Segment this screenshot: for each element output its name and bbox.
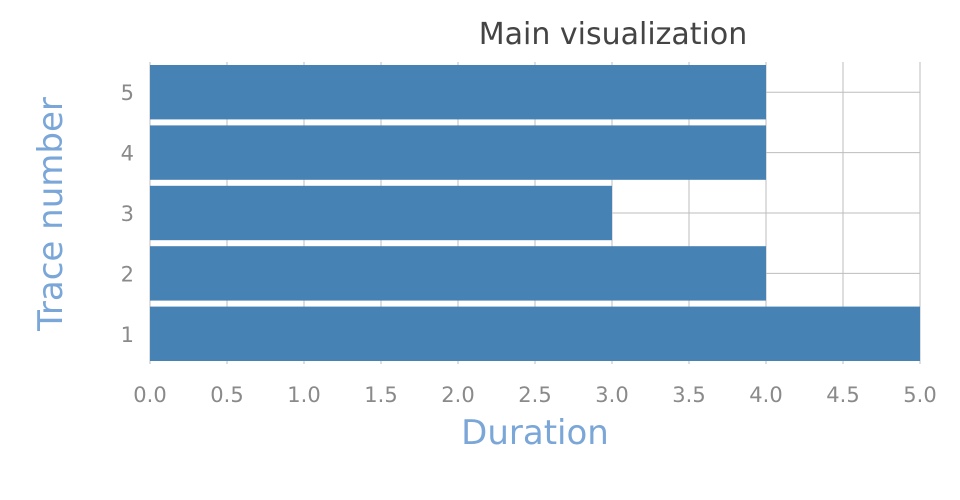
x-tick-label: 2.0 bbox=[441, 383, 474, 407]
x-tick-label: 4.0 bbox=[749, 383, 782, 407]
bar-trace-5 bbox=[150, 65, 766, 120]
y-tick-label: 2 bbox=[121, 262, 134, 286]
x-tick-labels: 0.0 0.5 1.0 1.5 2.0 2.5 3.0 3.5 4.0 4.5 5.0 bbox=[133, 383, 936, 407]
x-tick-label: 0.0 bbox=[133, 383, 166, 407]
x-tick-label: 5.0 bbox=[903, 383, 936, 407]
x-tick-label: 4.5 bbox=[826, 383, 859, 407]
y-tick-label: 3 bbox=[121, 202, 134, 226]
x-tick-label: 1.5 bbox=[364, 383, 397, 407]
x-tick-label: 3.5 bbox=[672, 383, 705, 407]
y-tick-labels: 1 2 3 4 5 bbox=[121, 81, 134, 347]
bar-trace-2 bbox=[150, 246, 766, 301]
x-axis-title: Duration bbox=[461, 413, 609, 453]
bars bbox=[150, 65, 920, 361]
bar-trace-3 bbox=[150, 185, 612, 241]
y-tick-label: 1 bbox=[121, 323, 134, 347]
y-tick-label: 5 bbox=[121, 81, 134, 105]
chart-title: Main visualization bbox=[479, 17, 748, 52]
x-tick-label: 1.0 bbox=[287, 383, 320, 407]
x-tick-label: 0.5 bbox=[210, 383, 243, 407]
x-tick-label: 2.5 bbox=[518, 383, 551, 407]
y-tick-label: 4 bbox=[121, 142, 134, 166]
bar-trace-1 bbox=[150, 306, 920, 361]
y-axis-title: Trace number bbox=[31, 97, 71, 332]
x-tick-label: 3.0 bbox=[595, 383, 628, 407]
bar-trace-4 bbox=[150, 125, 766, 180]
